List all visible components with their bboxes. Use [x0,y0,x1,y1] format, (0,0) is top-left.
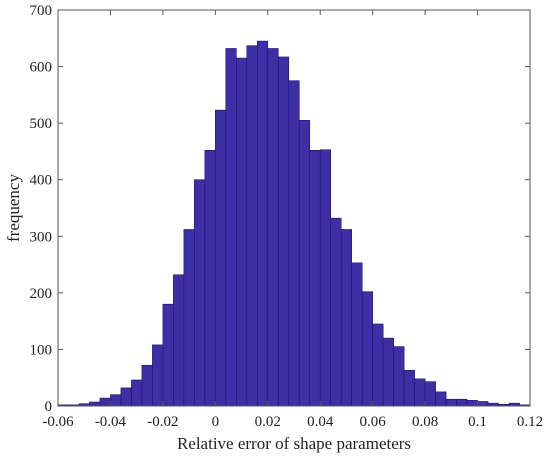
histogram-bar [89,401,101,407]
x-tick-label: -0.06 [42,414,74,430]
histogram-bar [246,45,258,407]
histogram-bar [466,400,478,407]
x-tick-label: 0.02 [255,414,281,430]
histogram-bar [236,57,248,407]
histogram-bar [162,303,174,407]
histogram-bar [215,109,227,407]
histogram-bar [456,398,468,407]
y-axis-label: frequency [4,174,23,242]
x-tick-label: 0.06 [360,414,387,430]
histogram-bar [445,398,457,407]
histogram-bar [414,378,426,407]
histogram-bar [477,401,489,407]
y-tick-label: 200 [30,286,53,302]
histogram-bar [288,80,300,407]
x-tick-label: 0.1 [468,414,487,430]
y-tick-label: 0 [45,399,53,415]
histogram-bar [351,262,363,407]
x-tick-label: 0 [212,414,220,430]
histogram-bar [152,344,164,407]
y-tick-label: 600 [30,60,53,76]
histogram-bar [393,346,405,407]
x-axis-ticks: -0.06 -0.04 -0.02 0 0.02 0.04 0.06 0.08 0.1 0.12 [42,10,543,430]
histogram-bar [403,370,415,407]
histogram-bar [141,364,153,407]
histogram-bar [110,394,122,407]
histogram-bar [131,379,143,407]
histogram-bar [435,391,447,407]
x-tick-label: -0.02 [147,414,178,430]
x-tick-label: -0.04 [95,414,127,430]
histogram-bar [309,149,321,407]
histogram-bar [183,229,195,407]
histogram-bar [382,337,394,407]
y-axis-ticks: 0 100 200 300 400 500 600 700 [30,3,530,415]
histogram-bars [57,40,531,407]
histogram-bar [361,291,373,407]
histogram-bar [256,40,269,407]
histogram-bar [194,179,206,407]
histogram-bar [330,217,342,407]
y-tick-label: 700 [30,3,53,19]
y-tick-label: 300 [30,229,53,245]
histogram-bar [120,387,132,407]
histogram-bar [424,381,436,407]
histogram-bar [298,120,311,407]
x-axis-label: Relative error of shape parameters [177,434,411,453]
x-tick-label: 0.04 [307,414,334,430]
histogram-bar [225,48,237,407]
histogram-bar [372,323,384,407]
y-tick-label: 400 [30,173,53,189]
x-tick-label: 0.08 [412,414,438,430]
histogram-bar [340,229,352,407]
y-tick-label: 500 [30,116,53,132]
histogram-bar [204,149,216,407]
x-tick-label: 0.12 [517,414,543,430]
histogram-bar [267,48,279,407]
plot-frame [57,9,531,407]
histogram-bar [277,56,290,407]
y-tick-label: 100 [30,342,53,358]
histogram-bar [319,149,332,407]
histogram-bar [173,274,185,407]
histogram-bar [99,397,111,407]
